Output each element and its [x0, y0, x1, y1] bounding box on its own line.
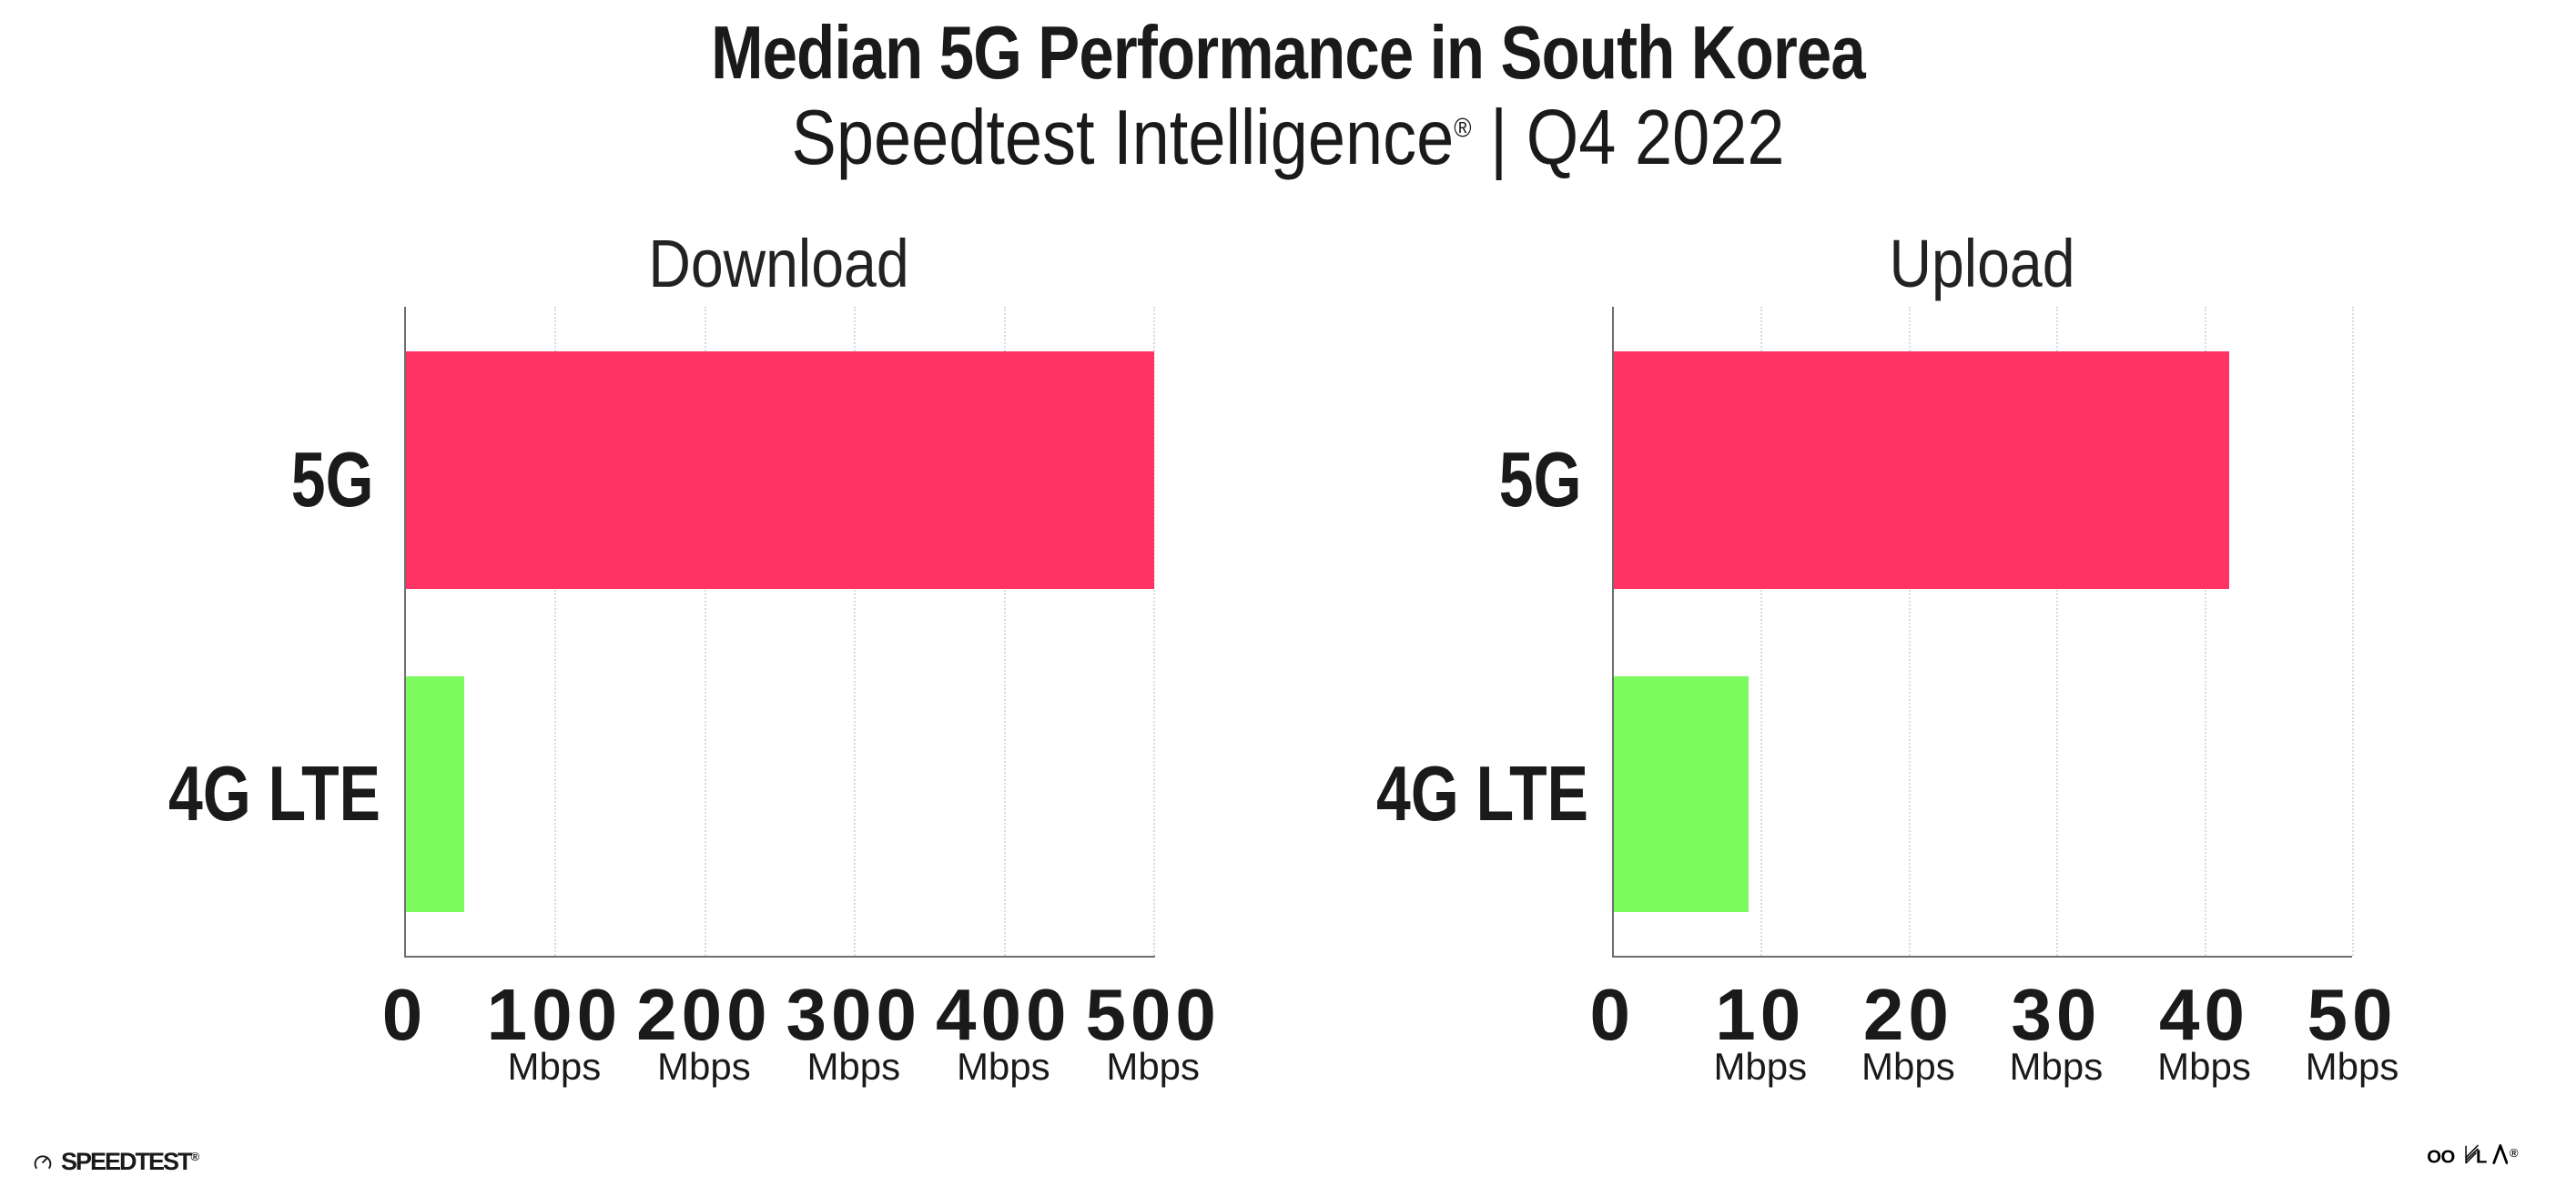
- svg-text:L: L: [2476, 1148, 2487, 1164]
- svg-text:OO: OO: [2428, 1148, 2455, 1164]
